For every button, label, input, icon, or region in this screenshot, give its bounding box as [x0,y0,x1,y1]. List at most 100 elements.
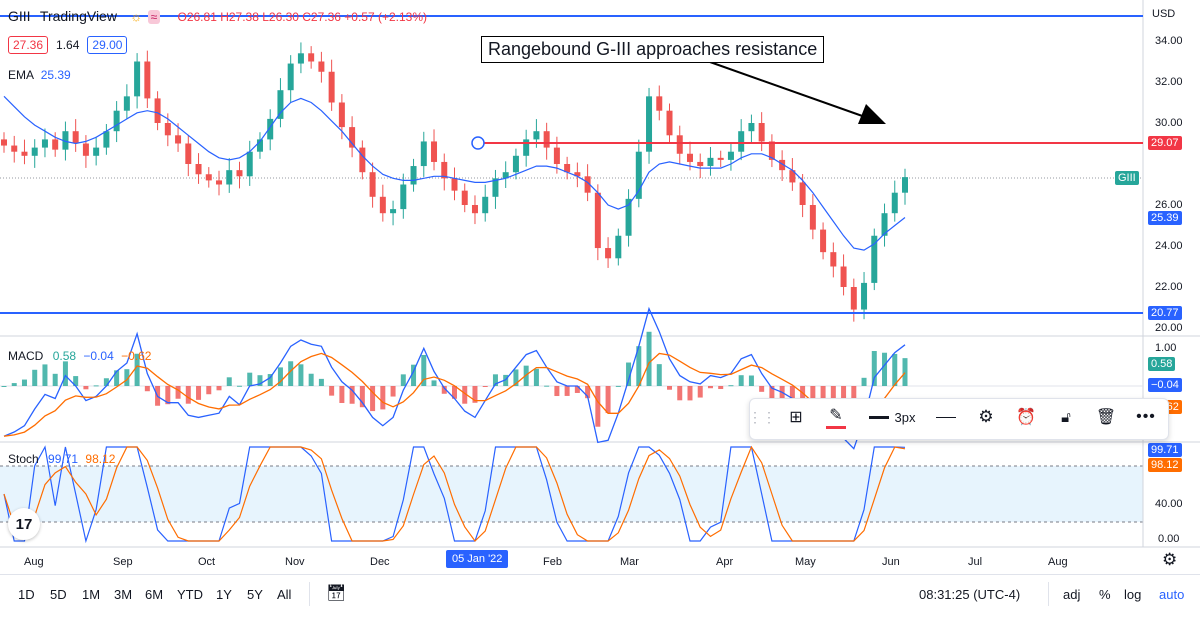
chart-settings-gear-icon[interactable]: ⚙ [1162,550,1178,569]
macd-histogram-bar [554,386,560,397]
percent-toggle[interactable]: % [1099,587,1111,602]
macd-signal-line[interactable] [3,352,906,437]
stoch-d-line[interactable] [3,445,906,542]
macd-histogram-bar [144,386,150,392]
macd-histogram-bar [585,386,591,399]
symbol-price-tag[interactable]: GIII [1115,171,1139,185]
ema-price-tag[interactable]: 25.39 [1148,211,1182,225]
macd-histogram-bar [196,386,202,400]
log-toggle[interactable]: log [1124,587,1142,602]
macd-signal-tag[interactable]: −0.04 [1148,378,1182,392]
candle-body [758,123,765,142]
candle-body [31,147,38,156]
timeframe-all[interactable]: All [277,587,292,602]
auto-scale-toggle[interactable]: auto [1159,587,1185,602]
macd-histogram-bar [564,386,570,396]
unlock-icon[interactable]: 🔓︎ [1061,408,1071,426]
alarm-clock-icon[interactable]: ⏰ [1016,409,1036,426]
toolbar-divider [309,582,310,606]
timeframe-1y[interactable]: 1Y [216,587,232,602]
macd-histogram-bar [62,361,68,386]
currency-label[interactable]: USD [1152,8,1176,20]
symbol-name[interactable]: GIII [8,8,31,24]
line-style-button[interactable] [930,399,962,435]
line-width-label: 3px [894,409,916,425]
macd-histogram-bar [492,374,498,386]
price-tick: 22.00 [1155,281,1183,293]
macd-histogram-bar [73,376,79,386]
macd-histogram-bar [1,386,7,387]
timeframe-5d[interactable]: 5D [50,587,67,602]
candle-body [512,155,519,173]
date-range-calendar-icon[interactable]: 📅︎ [326,585,347,602]
macd-histogram-bar [503,374,509,386]
macd-histogram-bar [769,386,775,401]
resistance-price-tag[interactable]: 29.07 [1148,136,1182,150]
macd-histogram-bar [431,380,437,386]
macd-histogram-bar [175,386,181,399]
macd-histogram-bar [800,386,806,405]
macd-histogram-bar [288,361,294,386]
timeframe-ytd[interactable]: YTD [177,587,203,602]
candle-body [820,229,827,253]
candle-body [635,151,642,199]
timeframe-6m[interactable]: 6M [145,587,164,602]
time-label: Dec [370,556,390,568]
spread-value: 1.64 [56,38,80,52]
tradingview-logo-icon[interactable]: 17 [8,508,40,540]
macd-histogram-bar [390,386,396,397]
market-status-icon[interactable]: ☼ [130,9,143,24]
timeframe-1d[interactable]: 1D [18,587,35,602]
trash-icon[interactable]: 🗑︎ [1095,409,1117,426]
macd-histogram-bar [349,386,355,404]
data-delay-icon[interactable]: ≈ [147,10,161,24]
macd-value-tag[interactable]: 0.58 [1148,357,1176,371]
stoch-d-tag[interactable]: 98.12 [1148,458,1182,472]
annotation-callout[interactable]: Rangebound G-III approaches resistance [481,36,825,63]
color-swatch [826,426,846,429]
drag-handle-icon[interactable]: ⋮⋮ [748,408,776,425]
bid-price-button[interactable]: 27.36 [8,36,49,54]
stoch-legend[interactable]: Stoch 99.71 98.12 [8,452,115,466]
macd-line[interactable] [3,306,906,450]
stoch-k-line[interactable] [3,445,906,544]
line-width-button[interactable]: 3px [860,399,924,435]
macd-histogram-bar [595,386,601,427]
candle-body [697,161,704,167]
pencil-icon: ✎ [829,407,843,424]
macd-histogram-bar [124,369,130,386]
support-price-tag[interactable]: 20.77 [1148,306,1182,320]
ema-legend[interactable]: EMA 25.39 [8,68,71,82]
macd-histogram-bar [93,385,99,387]
resistance-anchor-handle[interactable] [471,136,485,150]
ask-price-button[interactable]: 29.00 [87,36,128,54]
price-tick: 20.00 [1155,322,1183,334]
more-options-icon[interactable]: ••• [1136,408,1156,425]
candle-body [523,139,530,156]
macd-histogram-bar [329,386,335,396]
candle-body [277,90,284,119]
stoch-k-tag[interactable]: 99.71 [1148,443,1182,457]
adjust-toggle[interactable]: adj [1063,587,1081,602]
line-width-icon [868,415,889,419]
drawing-toolbar[interactable]: ⋮⋮ ⊞ ✎ 3px ⚙ ⏰ 🔓︎ 🗑︎ ••• [748,398,1169,440]
candle-body [451,178,458,191]
price-tick: 26.00 [1155,199,1183,211]
annotation-arrow[interactable] [709,61,869,119]
candle-body [727,151,734,160]
template-icon[interactable]: ⊞ [789,409,803,426]
clock-timezone[interactable]: 08:31:25 (UTC-4) [919,587,1021,602]
macd-legend[interactable]: MACD 0.58 −0.04 −0.62 [8,349,151,363]
timeframe-3m[interactable]: 3M [114,587,133,602]
candle-body [502,172,509,179]
timeframe-5y[interactable]: 5Y [247,587,263,602]
candle-body [768,141,775,160]
candle-body [123,96,130,111]
settings-gear-icon[interactable]: ⚙ [978,407,994,426]
ema-line[interactable] [3,95,906,251]
line-color-button[interactable]: ✎ [820,399,852,435]
timeframe-1m[interactable]: 1M [82,587,101,602]
macd-histogram-bar [134,353,140,386]
